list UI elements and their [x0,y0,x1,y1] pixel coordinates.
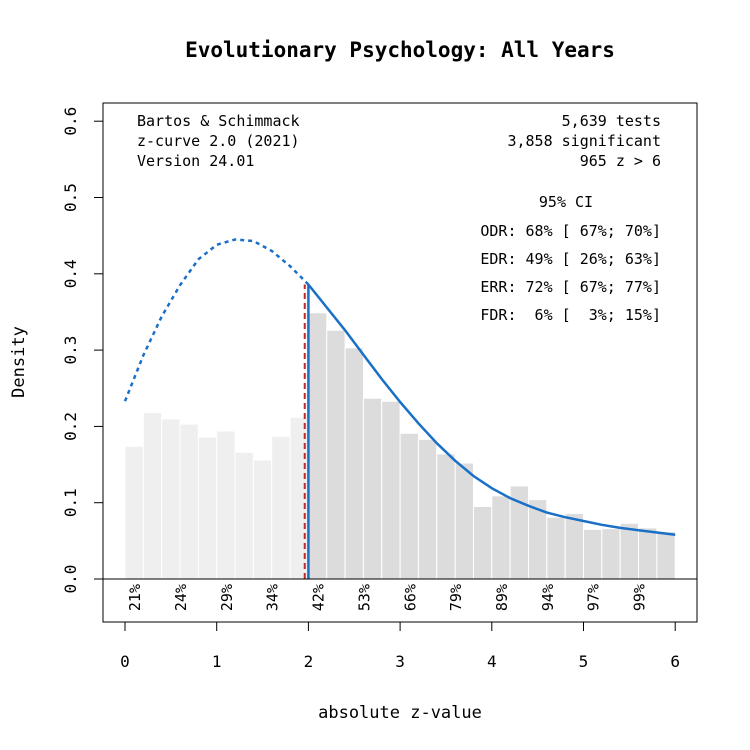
bar-sig-19 [656,531,676,580]
bar-sig-8 [454,462,474,580]
bar-sig-9 [472,506,493,580]
annotation-right: 5,639 tests 3,858 significant 965 z > 6 [507,112,661,170]
chart-title: Evolutionary Psychology: All Years [185,38,615,62]
y-axis-label: Density [9,326,29,398]
ci-table: 95% CI ODR: 68% [ 67%; 70%] EDR: 49% [ 26%… [480,193,661,324]
bar-nonsig-7 [252,459,273,580]
bar-nonsig-0 [124,445,144,580]
bar-sig-4 [381,400,401,580]
x-axis-label: absolute z-value [318,703,482,723]
bar-sig-17 [619,522,640,580]
bar-sig-2 [344,347,364,580]
annotation-right-2: 965 z > 6 [580,152,661,170]
bar-sig-5 [399,432,419,580]
ci-header: 95% CI [539,193,593,211]
power-label-10: 97% [585,584,603,611]
bar-sig-6 [417,438,438,580]
y-tick-label-5: 0.5 [61,183,80,212]
bar-sig-7 [436,453,456,580]
annotation-left-0: Bartos & Schimmack [137,112,300,130]
power-label-8: 89% [493,584,511,611]
power-label-5: 53% [355,584,373,611]
bar-nonsig-3 [179,423,199,580]
annotation-right-1: 3,858 significant [507,132,661,150]
annotation-left-2: Version 24.01 [137,152,254,170]
y-tick-label-4: 0.4 [61,259,80,288]
annotation-left-1: z-curve 2.0 (2021) [137,132,300,150]
bar-sig-18 [638,527,658,580]
x-tick-label-4: 4 [487,652,497,671]
bar-sig-1 [326,329,346,580]
power-label-4: 42% [310,584,328,611]
bar-sig-3 [362,397,383,580]
y-tick-label-6: 0.6 [61,107,80,136]
power-label-9: 94% [539,584,557,611]
x-tick-label-6: 6 [670,652,680,671]
ci-row-2: ERR: 72% [ 67%; 77%] [480,278,661,296]
y-tick-label-0: 0.0 [61,565,80,594]
power-label-2: 29% [218,584,236,611]
ci-row-3: FDR: 6% [ 3%; 15%] [480,306,661,324]
y-axis: 0.0 0.1 0.2 0.3 0.4 0.5 0.6 [61,107,103,594]
x-tick-label-5: 5 [579,652,589,671]
bar-nonsig-5 [216,430,236,580]
bar-sig-10 [491,495,511,580]
x-tick-label-0: 0 [120,652,130,671]
y-tick-label-2: 0.2 [61,412,80,441]
y-tick-label-1: 0.1 [61,488,80,517]
ci-row-1: EDR: 49% [ 26%; 63%] [480,250,661,268]
bar-sig-16 [601,528,621,580]
curve-solid [307,283,676,536]
histogram-bars [124,312,676,580]
power-labels: 21% 24% 29% 34% 42% 53% 66% 79% 89% 94% 97% 99% [126,584,648,611]
x-tick-label-2: 2 [304,652,314,671]
power-label-6: 66% [401,584,419,611]
y-tick-label-3: 0.3 [61,336,80,365]
bar-nonsig-6 [234,451,254,580]
annotation-right-0: 5,639 tests [562,112,661,130]
bar-sig-0 [307,312,328,580]
bar-nonsig-2 [161,418,181,580]
power-label-0: 21% [126,584,144,611]
x-tick-label-3: 3 [395,652,405,671]
power-label-1: 24% [172,584,190,611]
curve-dotted [123,238,310,402]
bar-sig-14 [564,512,584,580]
annotation-left: Bartos & Schimmack z-curve 2.0 (2021) Vers… [137,112,300,170]
bar-nonsig-1 [142,412,163,580]
ci-row-0: ODR: 68% [ 67%; 70%] [480,222,661,240]
power-label-11: 99% [631,584,649,611]
power-label-3: 34% [264,584,282,611]
bar-sig-13 [546,516,566,580]
x-tick-label-1: 1 [212,652,222,671]
bar-nonsig-8 [271,435,291,580]
bar-sig-15 [583,528,603,580]
bar-nonsig-4 [197,436,218,580]
density-curves [123,238,676,579]
power-label-7: 79% [447,584,465,611]
x-axis: 0 1 2 3 4 5 6 [120,622,680,671]
